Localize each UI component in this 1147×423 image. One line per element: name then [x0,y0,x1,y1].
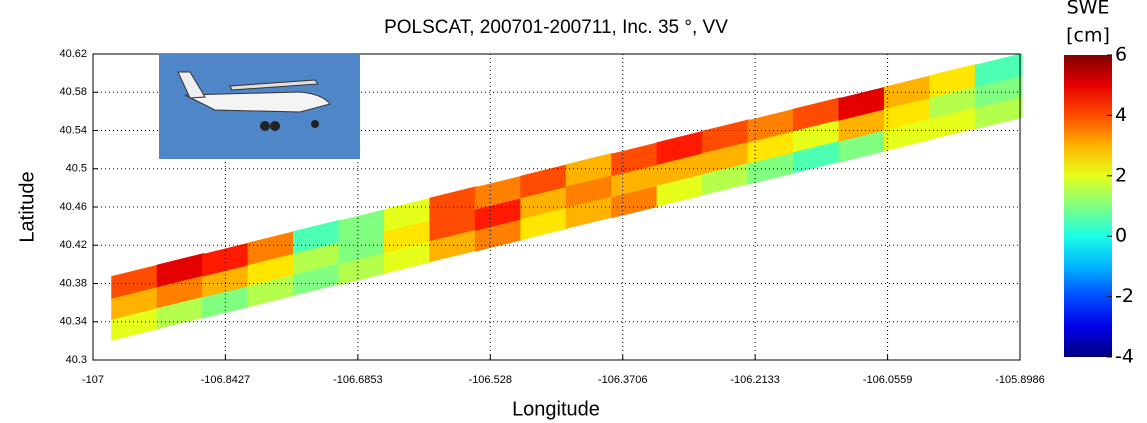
colorbar-label: [cm] [1066,25,1110,47]
colorbar-tick-label: 6 [1115,44,1127,66]
plot-frame [92,53,1021,361]
y-tick-label: 40.3 [66,354,87,366]
y-tick-label: 40.38 [59,277,87,289]
colorbar-tick-label: -4 [1115,346,1134,368]
swath [111,53,1023,341]
x-tick-label: -106.8427 [201,374,251,386]
y-tick-label: 40.5 [66,163,87,175]
y-tick-label: 40.62 [59,48,87,60]
swe-cell [702,119,750,154]
swe-cell [793,97,841,132]
x-tick-label: -106.528 [469,374,512,386]
colorbar-tick-label: 2 [1115,164,1127,186]
colorbar-tick-label: 0 [1115,225,1127,247]
y-tick-label: 40.42 [59,239,87,251]
y-tick-label: 40.34 [59,316,87,328]
wheel [270,121,280,131]
wheel [311,120,319,128]
x-tick-label: -106.2133 [730,374,780,386]
swe-cell [429,186,478,221]
x-axis-label: Longitude [512,398,600,420]
x-tick-label: -106.6853 [333,374,383,386]
swe-cell [565,152,614,187]
swe-cell [156,252,205,288]
wing [229,79,319,91]
x-tick-label: -106.3706 [598,374,648,386]
aircraft-photo [159,54,360,159]
tail [177,71,206,99]
y-tick-label: 40.54 [59,124,87,136]
swe-cell [974,53,1023,88]
x-tick-label: -105.8986 [995,374,1045,386]
colorbar-tick-label: -2 [1115,285,1134,307]
colorbar [1064,55,1112,357]
colorbar-label: SWE [1067,0,1110,19]
wheel [260,121,270,131]
y-axis-label: Latitude [16,171,38,242]
fuselage [184,91,331,113]
x-tick-label: -106.0559 [863,374,913,386]
chart-title: POLSCAT, 200701-200711, Inc. 35 °, VV [384,17,728,38]
y-tick-label: 40.46 [59,201,87,213]
y-tick-label: 40.58 [59,86,87,98]
x-tick-label: -107 [82,374,104,386]
colorbar-tick-label: 4 [1115,104,1127,126]
swe-cell [929,63,977,98]
